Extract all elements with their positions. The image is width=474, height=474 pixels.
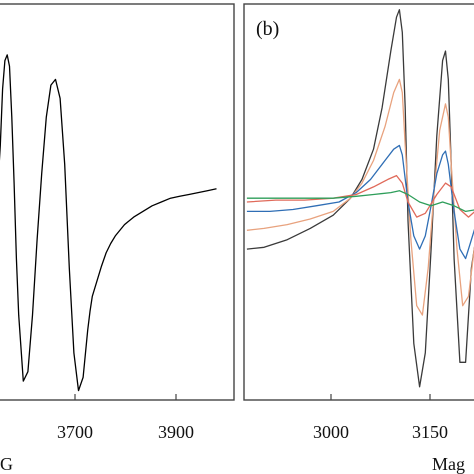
panel-a-xtick-label-0: 3700 xyxy=(57,422,93,442)
panel-b: (b) 3000 3150 Mag xyxy=(243,3,474,474)
panel-a: 3700 3900 G xyxy=(0,3,235,474)
panel-a-frame xyxy=(0,3,235,401)
panel-b-series-1-line xyxy=(246,78,474,316)
panel-a-series-group xyxy=(0,54,217,392)
panel-b-xlabel-fragment: Mag xyxy=(432,454,465,474)
panel-b-xtick-label-1: 3150 xyxy=(412,422,448,442)
panel-b-series-4-line xyxy=(246,190,474,213)
panel-b-series-2-line xyxy=(246,144,474,260)
panel-b-label: (b) xyxy=(256,18,279,40)
panel-b-series-group xyxy=(246,9,474,388)
panel-b-frame xyxy=(243,3,474,401)
panel-a-series-0-line xyxy=(0,54,217,392)
panel-b-xtick-label-0: 3000 xyxy=(313,422,349,442)
panel-a-xtick-label-1: 3900 xyxy=(158,422,194,442)
panel-a-xlabel-fragment: G xyxy=(0,454,13,474)
